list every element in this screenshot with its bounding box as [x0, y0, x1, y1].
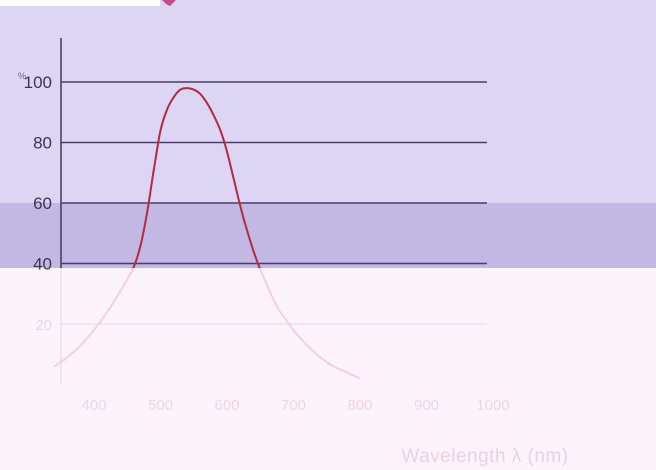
series-line-faded — [53, 268, 361, 380]
y-tick-label: 80 — [33, 134, 52, 153]
x-tick-label: 700 — [281, 397, 306, 414]
x-axis-label: Wavelength λ (nm) — [401, 446, 568, 467]
y-tick-labels: 20 40 60 80 100 — [24, 73, 52, 334]
y-unit-label: % — [18, 71, 26, 81]
background-band-top — [0, 0, 656, 203]
x-tick-labels: 400 500 600 700 800 900 1000 — [81, 397, 509, 414]
series-line — [132, 87, 261, 268]
x-tick-label: 900 — [414, 397, 439, 414]
y-tick-label: 100 — [24, 73, 52, 92]
y-tick-label: 40 — [33, 255, 52, 274]
y-tick-label: 20 — [35, 317, 52, 334]
gridlines — [61, 81, 487, 325]
background-band-middle — [0, 203, 656, 268]
y-tick-label: 60 — [33, 194, 52, 213]
x-tick-label: 1000 — [476, 397, 509, 414]
x-tick-label: 400 — [81, 397, 106, 414]
x-tick-label: 800 — [347, 397, 372, 414]
x-tick-label: 600 — [214, 397, 239, 414]
cursor-icon — [162, 0, 176, 6]
background-band-bottom — [0, 268, 656, 470]
corner-overlay — [0, 0, 160, 6]
x-tick-label: 500 — [148, 397, 173, 414]
